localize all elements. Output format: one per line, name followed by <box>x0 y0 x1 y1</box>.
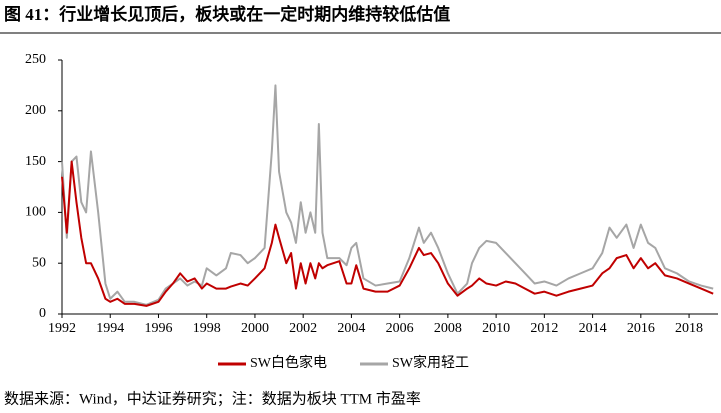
x-tick-label: 2018 <box>675 321 703 336</box>
x-tick-label: 2010 <box>482 321 510 336</box>
x-tick-label: 1994 <box>96 321 124 336</box>
x-tick-label: 2012 <box>530 321 558 336</box>
x-tick-label: 2016 <box>627 321 655 336</box>
y-tick-label: 100 <box>25 205 46 220</box>
source-note: 数据来源：Wind，中达证券研究；注：数据为板块 TTM 市盈率 <box>4 389 421 407</box>
legend-label: SW白色家电 <box>250 354 327 371</box>
x-tick-label: 2006 <box>386 321 414 336</box>
series-line <box>61 160 714 307</box>
x-tick-label: 1998 <box>193 321 221 336</box>
y-tick-label: 150 <box>25 154 46 169</box>
y-tick-label: 250 <box>25 52 46 67</box>
y-tick-label: 0 <box>39 306 46 321</box>
x-tick-label: 1996 <box>144 321 172 336</box>
chart-title: 图 41：行业增长见顶后，板块或在一定时期内维持较低估值 <box>4 4 450 24</box>
x-tick-label: 2014 <box>579 321 607 336</box>
x-tick-label: 2004 <box>337 321 365 336</box>
x-tick-label: 2000 <box>241 321 269 336</box>
x-tick-label: 2002 <box>289 321 317 336</box>
y-tick-label: 50 <box>32 255 46 270</box>
y-tick-label: 200 <box>25 103 46 118</box>
x-tick-label: 1992 <box>48 321 76 336</box>
series-line <box>61 84 714 306</box>
x-tick-label: 2008 <box>434 321 462 336</box>
legend-label: SW家用轻工 <box>392 354 469 371</box>
